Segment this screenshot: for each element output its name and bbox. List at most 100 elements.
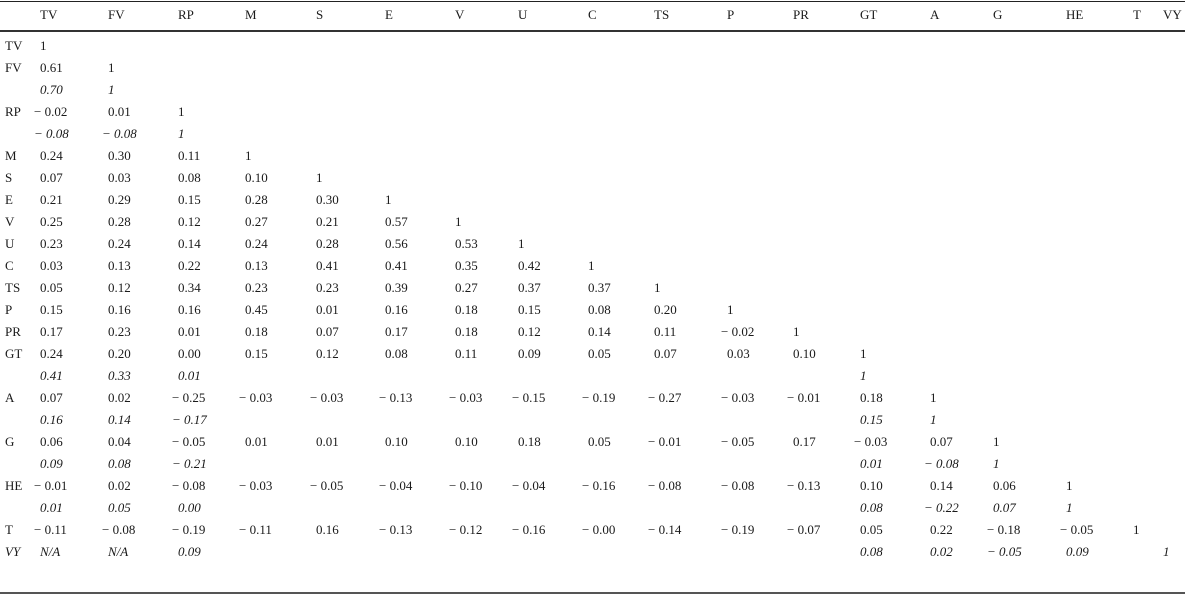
row-label: HE xyxy=(5,478,23,493)
table-cell: 0.57 xyxy=(385,214,408,229)
table-cell: 0.20 xyxy=(654,302,677,317)
table-cell: − 0.08 xyxy=(924,456,959,471)
row-label: VY xyxy=(5,544,21,559)
table-cell: 0.07 xyxy=(40,390,63,405)
table-cell: 0.14 xyxy=(178,236,201,251)
table-cell: 0.11 xyxy=(455,346,478,361)
table-cell: 0.01 xyxy=(245,434,268,449)
table-cell: 0.09 xyxy=(1066,544,1089,559)
table-cell: 0.23 xyxy=(108,324,131,339)
table-row: TS 0.05 0.12 0.34 0.23 0.23 0.39 0.27 0.37 0.37 1 xyxy=(0,277,1185,299)
table-cell: − 0.05 xyxy=(987,544,1022,559)
table-cell: N/A xyxy=(40,544,61,559)
row-label: PR xyxy=(5,324,21,339)
table-cell: 0.12 xyxy=(178,214,201,229)
table-cell: − 0.05 xyxy=(721,434,755,449)
table-cell: − 0.08 xyxy=(102,126,137,141)
table-cell: 0.41 xyxy=(385,258,408,273)
table-cell: 1 xyxy=(860,346,867,361)
table-cell: 0.24 xyxy=(108,236,131,251)
table-cell: 0.14 xyxy=(108,412,131,427)
table-cell: 0.12 xyxy=(518,324,541,339)
column-header: P xyxy=(727,7,735,22)
table-cell: 1 xyxy=(654,280,661,295)
table-row: A 0.07 0.02 − 0.25 − 0.03 − 0.03 − 0.13 − 0.03 −… xyxy=(0,387,1185,409)
table-cell: 0.00 xyxy=(178,346,201,361)
table-row: PR 0.17 0.23 0.01 0.18 0.07 0.17 0.18 0.12 0.14 0.… xyxy=(0,321,1185,343)
table-cell: 0.18 xyxy=(245,324,268,339)
table-cell: 0.05 xyxy=(40,280,63,295)
table-cell: 0.21 xyxy=(316,214,339,229)
table-cell: 0.15 xyxy=(40,302,63,317)
table-cell: − 0.25 xyxy=(172,390,206,405)
table-bottom-rule xyxy=(0,592,1185,594)
table-cell: 0.05 xyxy=(860,522,883,537)
table-cell: 1 xyxy=(108,82,115,97)
table-cell: − 0.08 xyxy=(34,126,69,141)
table-cell: − 0.13 xyxy=(787,478,821,493)
table-cell: 0.30 xyxy=(316,192,339,207)
table-row: 0.41 0.33 0.01 1 xyxy=(0,365,1185,387)
row-label: RP xyxy=(5,104,21,119)
table-cell: 0.08 xyxy=(588,302,611,317)
table-cell: − 0.08 xyxy=(648,478,682,493)
table-cell: − 0.01 xyxy=(787,390,821,405)
table-row: FV 0.61 1 xyxy=(0,57,1185,79)
table-cell: 0.09 xyxy=(518,346,541,361)
table-cell: 0.08 xyxy=(178,170,201,185)
table-cell: 0.02 xyxy=(108,478,131,493)
table-cell: 0.05 xyxy=(588,346,611,361)
row-label: FV xyxy=(5,60,22,75)
table-cell: − 0.13 xyxy=(379,522,413,537)
table-cell: − 0.08 xyxy=(721,478,755,493)
table-cell: 0.16 xyxy=(40,412,63,427)
table-cell: 0.01 xyxy=(40,500,63,515)
table-cell: 1 xyxy=(727,302,734,317)
table-cell: 0.34 xyxy=(178,280,201,295)
table-cell: − 0.08 xyxy=(172,478,206,493)
table-cell: − 0.12 xyxy=(449,522,483,537)
row-label: TS xyxy=(5,280,21,295)
table-header-rule xyxy=(0,30,1185,32)
table-cell: 0.01 xyxy=(860,456,883,471)
row-label: M xyxy=(5,148,17,163)
table-cell: − 0.03 xyxy=(449,390,483,405)
table-cell: − 0.03 xyxy=(239,390,273,405)
table-row: P 0.15 0.16 0.16 0.45 0.01 0.16 0.18 0.15 0.08 0.2… xyxy=(0,299,1185,321)
table-cell: 0.09 xyxy=(40,456,63,471)
table-row: 0.16 0.14 − 0.17 0.15 1 xyxy=(0,409,1185,431)
table-cell: 1 xyxy=(178,126,185,141)
table-cell: − 0.05 xyxy=(1060,522,1094,537)
table-row: − 0.08 − 0.08 1 xyxy=(0,123,1185,145)
table-cell: 0.24 xyxy=(40,346,63,361)
table-cell: 0.16 xyxy=(178,302,201,317)
column-header: T xyxy=(1133,7,1141,22)
table-cell: 0.05 xyxy=(108,500,131,515)
table-cell: 0.22 xyxy=(930,522,953,537)
column-header: U xyxy=(518,7,528,22)
table-cell: 0.15 xyxy=(245,346,268,361)
table-cell: − 0.13 xyxy=(379,390,413,405)
table-cell: 0.37 xyxy=(588,280,611,295)
table-cell: − 0.02 xyxy=(34,104,68,119)
table-cell: − 0.03 xyxy=(310,390,344,405)
table-cell: 0.25 xyxy=(40,214,63,229)
table-row: U 0.23 0.24 0.14 0.24 0.28 0.56 0.53 1 xyxy=(0,233,1185,255)
table-cell: 0.07 xyxy=(993,500,1016,515)
table-cell: 0.27 xyxy=(455,280,478,295)
table-cell: 1 xyxy=(930,390,937,405)
table-cell: 0.12 xyxy=(316,346,339,361)
table-cell: 0.15 xyxy=(518,302,541,317)
table-row: E 0.21 0.29 0.15 0.28 0.30 1 xyxy=(0,189,1185,211)
table-cell: 0.02 xyxy=(930,544,953,559)
table-cell: 0.08 xyxy=(385,346,408,361)
row-label: E xyxy=(5,192,13,207)
row-label: U xyxy=(5,236,15,251)
column-header: E xyxy=(385,7,393,22)
table-cell: − 0.03 xyxy=(854,434,888,449)
table-cell: − 0.05 xyxy=(310,478,344,493)
table-cell: 0.11 xyxy=(178,148,201,163)
table-cell: − 0.11 xyxy=(239,522,272,537)
table-cell: 0.45 xyxy=(245,302,268,317)
table-cell: N/A xyxy=(108,544,129,559)
